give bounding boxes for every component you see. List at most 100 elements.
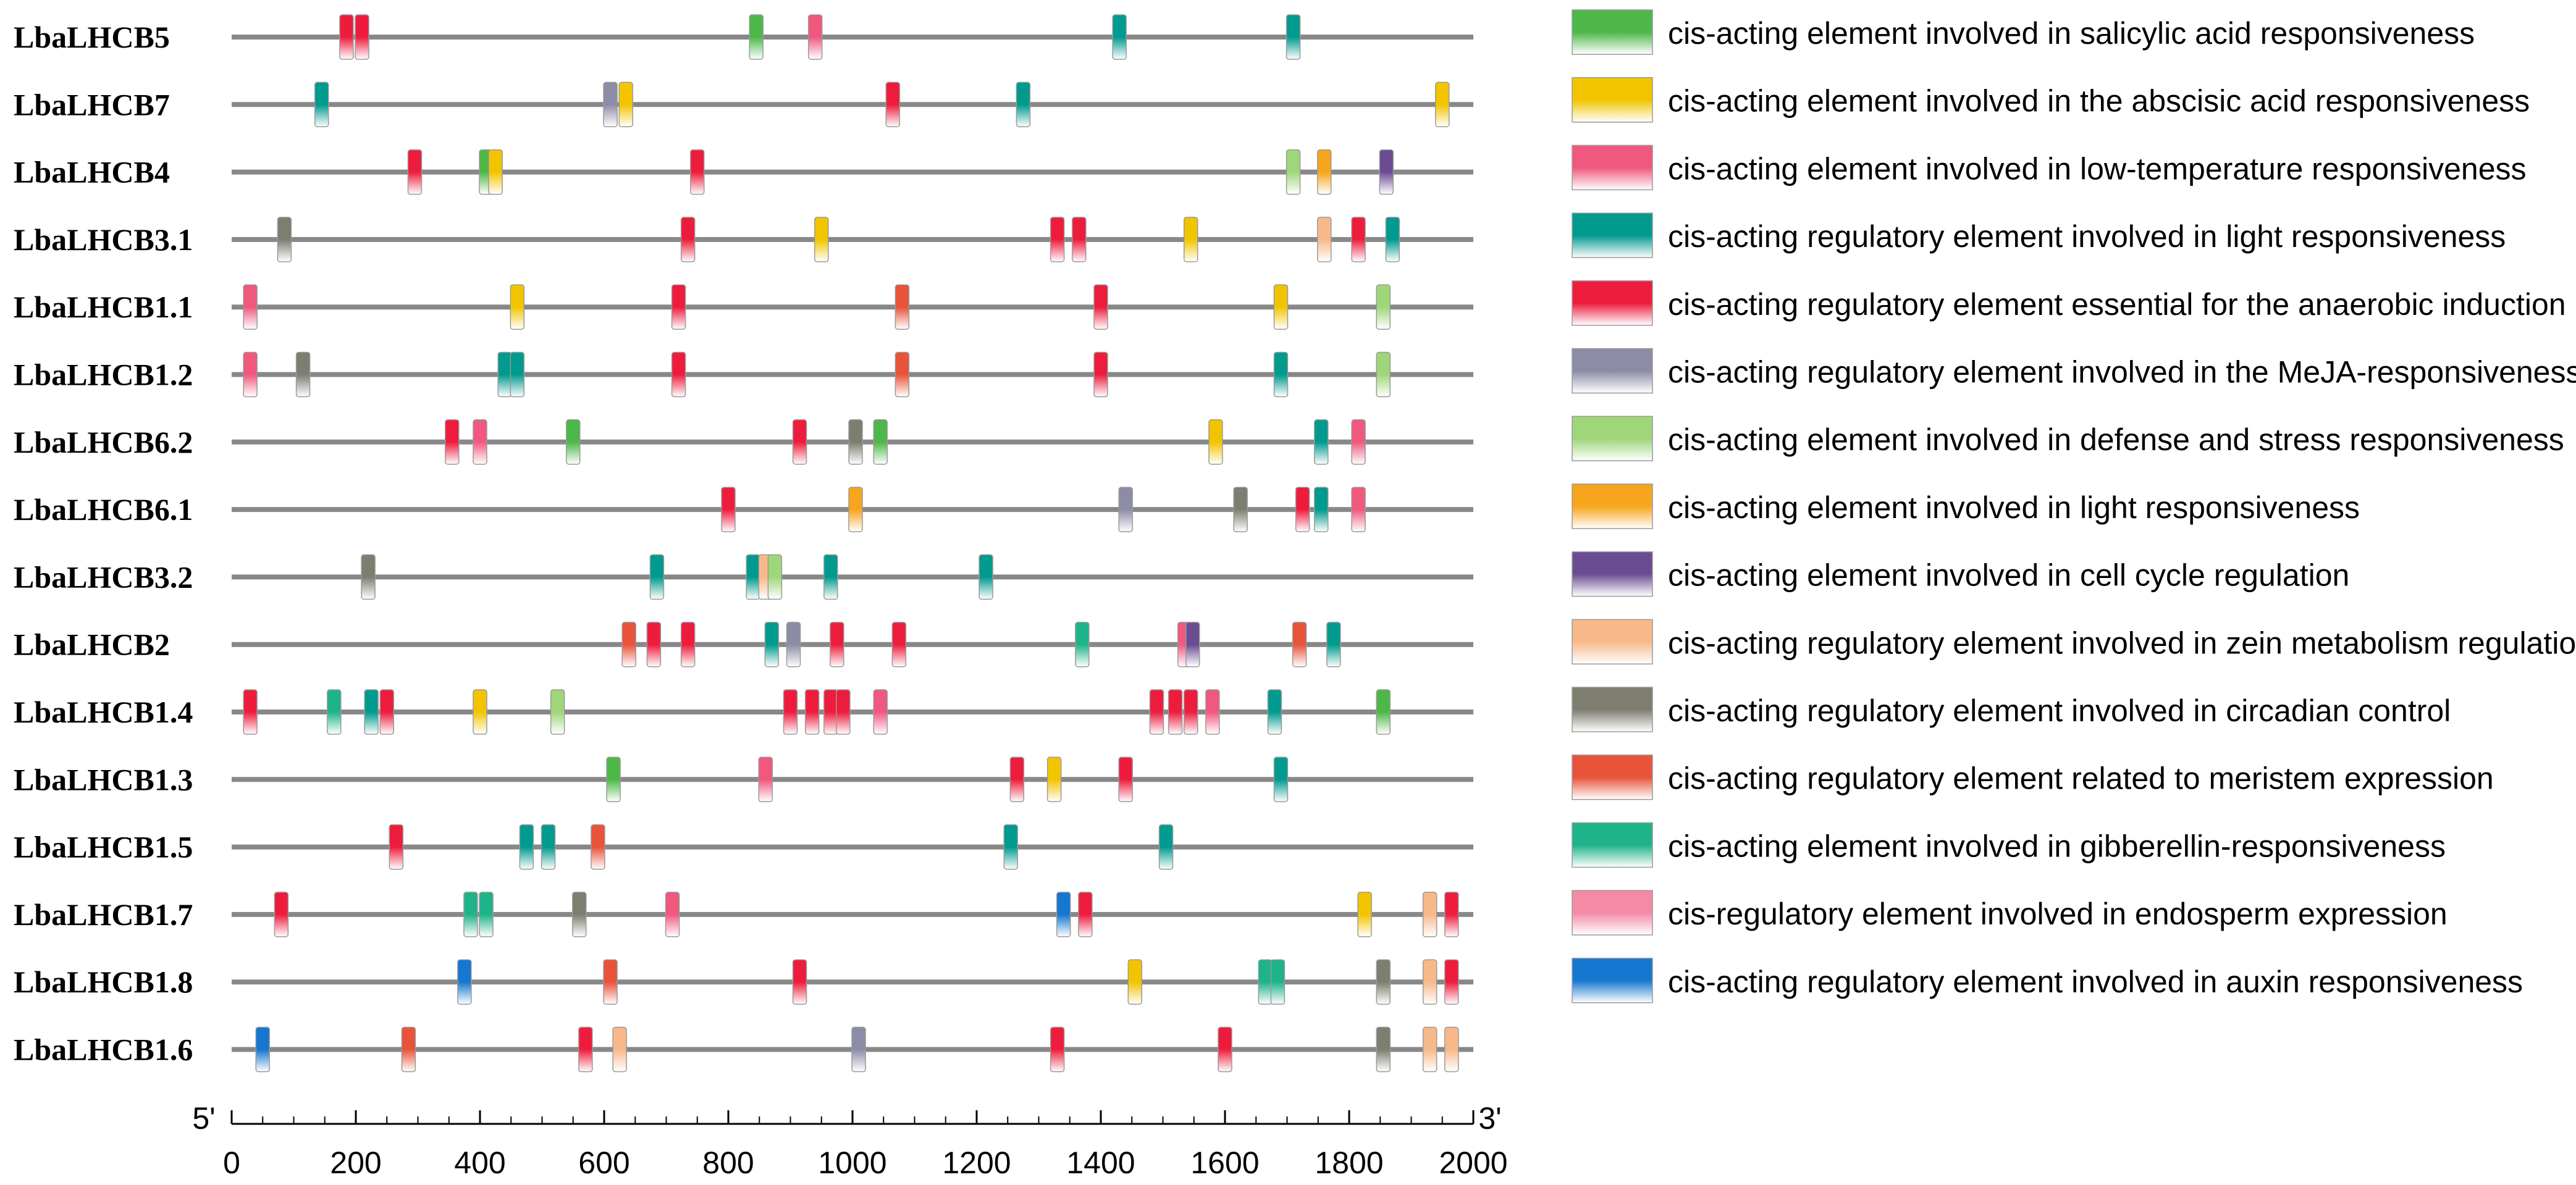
legend-item: cis-acting element involved in defense a… xyxy=(1572,416,2564,461)
motif-anaerobic xyxy=(1093,284,1108,330)
motif-anaerobic xyxy=(1093,351,1108,398)
motif-cellcycle xyxy=(1379,149,1394,195)
motif-lowtemp xyxy=(1205,689,1220,735)
legend-label: cis-acting regulatory element involved i… xyxy=(1668,693,2451,728)
motif-anaerobic xyxy=(1444,892,1459,937)
motif-anaerobic xyxy=(792,959,807,1005)
legend: cis-acting element involved in salicylic… xyxy=(1572,9,2576,1003)
motif-light_reg xyxy=(1003,824,1019,870)
motif-meristem xyxy=(894,284,910,330)
legend-item: cis-acting regulatory element involved i… xyxy=(1572,958,2523,1003)
motif-abscisic xyxy=(1435,82,1450,128)
tick-label: 200 xyxy=(330,1145,381,1180)
motif-anaerobic xyxy=(1218,1026,1232,1073)
motif-anaerobic xyxy=(823,689,838,735)
motif-abscisic xyxy=(814,217,829,262)
motif-abscisic xyxy=(1357,892,1372,937)
motif-anaerobic xyxy=(1072,217,1087,262)
gene-row: LbaLHCB1.3 xyxy=(14,756,1473,803)
legend-item: cis-acting element involved in low-tempe… xyxy=(1572,144,2527,191)
tick-label: 1600 xyxy=(1190,1145,1259,1180)
legend-label: cis-acting regulatory element involved i… xyxy=(1668,355,2576,390)
legend-swatch xyxy=(1572,551,1653,597)
legend-label: cis-acting element involved in salicylic… xyxy=(1668,16,2475,51)
tick-label: 1200 xyxy=(942,1145,1011,1180)
motif-circadian xyxy=(277,217,292,262)
motif-salicylic xyxy=(1376,689,1391,735)
motif-meristem xyxy=(603,959,618,1005)
motif-anaerobic xyxy=(690,149,705,195)
motif-light_reg xyxy=(1273,351,1289,398)
motif-meristem xyxy=(591,824,605,870)
motif-meristem xyxy=(401,1026,416,1073)
motif-zein xyxy=(1444,1026,1459,1073)
motif-auxin xyxy=(457,959,472,1005)
axis-start-label: 5' xyxy=(192,1101,215,1136)
motif-anaerobic xyxy=(1168,689,1183,735)
motif-anaerobic xyxy=(274,892,289,937)
legend-swatch xyxy=(1572,754,1653,800)
motif-cellcycle xyxy=(1185,621,1200,668)
motif-light_reg xyxy=(519,824,534,870)
motif-anaerobic xyxy=(355,14,369,60)
legend-item: cis-acting regulatory element involved i… xyxy=(1572,619,2576,665)
legend-label: cis-acting element involved in gibberell… xyxy=(1668,829,2446,863)
legend-label: cis-acting regulatory element related to… xyxy=(1668,761,2494,796)
motif-light_reg xyxy=(541,824,556,870)
motif-meristem xyxy=(894,351,910,398)
gene-row: LbaLHCB1.6 xyxy=(14,1026,1473,1073)
motif-zein xyxy=(1317,217,1332,262)
legend-swatch xyxy=(1572,416,1653,461)
motif-anaerobic xyxy=(680,217,696,262)
motif-gibberellin xyxy=(479,892,494,937)
legend-item: cis-acting regulatory element involved i… xyxy=(1572,212,2506,258)
gene-label: LbaLHCB1.1 xyxy=(14,290,193,324)
motif-anaerobic xyxy=(1295,487,1310,532)
motif-anaerobic xyxy=(646,621,662,668)
legend-label: cis-acting element involved in low-tempe… xyxy=(1668,151,2527,186)
gene-row: LbaLHCB1.1 xyxy=(14,284,1473,330)
gene-row: LbaLHCB1.8 xyxy=(14,959,1473,1005)
gene-label: LbaLHCB1.7 xyxy=(14,897,193,932)
motif-light_el xyxy=(1317,149,1332,195)
motif-zein xyxy=(1422,1026,1437,1073)
motif-anaerobic xyxy=(721,487,736,532)
gene-label: LbaLHCB1.8 xyxy=(14,965,193,999)
motif-anaerobic xyxy=(1050,1026,1065,1073)
tick-label: 1000 xyxy=(818,1145,886,1180)
motif-meristem xyxy=(1292,621,1307,668)
legend-label: cis-acting element involved in defense a… xyxy=(1668,422,2564,457)
motif-anaerobic xyxy=(792,419,807,465)
motif-light_reg xyxy=(823,554,838,600)
motif-anaerobic xyxy=(671,351,686,398)
legend-swatch xyxy=(1572,144,1653,191)
motif-light_reg xyxy=(1112,14,1127,60)
gene-label: LbaLHCB1.4 xyxy=(14,695,193,729)
legend-label: cis-acting regulatory element involved i… xyxy=(1668,219,2506,254)
gene-row: LbaLHCB7 xyxy=(14,82,1473,128)
motif-gibberellin xyxy=(327,689,342,735)
motif-lowtemp xyxy=(243,351,258,398)
gene-label: LbaLHCB6.2 xyxy=(14,425,193,459)
tick-label: 2000 xyxy=(1439,1145,1507,1180)
motif-light_reg xyxy=(1267,689,1282,735)
motif-anaerobic xyxy=(1118,756,1133,803)
motif-gibberellin xyxy=(463,892,478,937)
motif-light_reg xyxy=(1286,14,1301,60)
legend-swatch xyxy=(1572,619,1653,665)
motif-zein xyxy=(612,1026,627,1073)
motif-gibberellin xyxy=(1258,959,1273,1005)
motif-auxin xyxy=(1056,892,1071,937)
motif-anaerobic xyxy=(445,419,460,465)
motif-circadian xyxy=(361,554,376,600)
motif-defense xyxy=(767,554,783,600)
gene-row: LbaLHCB1.4 xyxy=(14,689,1473,735)
motif-anaerobic xyxy=(891,621,907,668)
motif-light_el xyxy=(848,487,863,532)
tick-label: 1800 xyxy=(1315,1145,1383,1180)
motif-zein xyxy=(1422,959,1437,1005)
motif-light_reg xyxy=(1314,419,1329,465)
legend-item: cis-acting element involved in cell cycl… xyxy=(1572,551,2349,597)
motif-anaerobic xyxy=(830,621,844,668)
